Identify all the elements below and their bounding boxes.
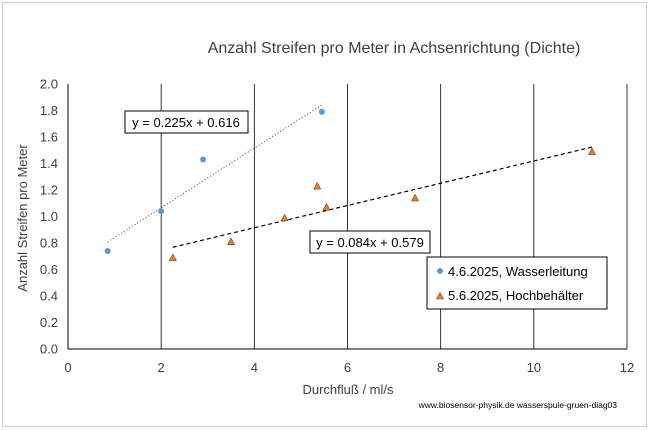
legend-marker-triangle-icon [435, 291, 445, 300]
x-tick-label: 12 [620, 360, 634, 375]
data-point-triangle [227, 237, 236, 245]
trendline-series-2 [172, 146, 593, 248]
equation-box-1 [124, 110, 249, 134]
y-tick-label: 1.8 [40, 103, 58, 118]
legend-marker-circle-icon [437, 268, 443, 274]
data-point-triangle [411, 193, 420, 202]
data-point-circle [200, 156, 207, 163]
x-tick-label: 10 [527, 360, 541, 375]
data-point-triangle [313, 181, 322, 190]
y-tick-label: 1.2 [40, 183, 58, 198]
legend-box [426, 256, 608, 310]
trendlines [107, 104, 593, 248]
data-point-triangle [588, 147, 597, 155]
y-tick-labels: 0.0 0.2 0.4 0.6 0.8 1.0 1.2 1.4 1.6 1.8 2.0 [40, 77, 58, 357]
legend-entry-2: 5.6.2025, Hochbehälter [448, 288, 584, 303]
equation-label-1: y = 0.225x + 0.616 [132, 115, 240, 130]
y-tick-label: 0.0 [40, 342, 58, 357]
data-point-triangle [280, 213, 289, 222]
data-point-circle [104, 247, 111, 254]
y-tick-label: 2.0 [40, 77, 58, 92]
x-tick-label: 6 [344, 360, 351, 375]
chart-frame [2, 2, 647, 427]
chart-title: Anzahl Streifen pro Meter in Achsenricht… [208, 40, 581, 57]
trendline-equation-2: y = 0.084x + 0.579 [309, 230, 431, 254]
y-tick-label: 1.0 [40, 209, 58, 224]
y-tick-label: 0.2 [40, 315, 58, 330]
x-tick-label: 4 [251, 360, 258, 375]
footer-text: www.biosensor-physik.de wasserspule-grue… [418, 400, 618, 410]
data-point-triangle [168, 253, 177, 261]
x-tick-labels: 0 2 4 6 8 10 12 [64, 360, 634, 375]
data-point-circle [318, 108, 325, 115]
x-axis-label: Durchfluß / ml/s [302, 382, 394, 397]
equation-label-2: y = 0.084x + 0.579 [316, 235, 424, 250]
trendline-series-1 [107, 104, 323, 243]
data-points [104, 108, 597, 261]
data-point-circle [158, 208, 165, 215]
legend-entry-1: 4.6.2025, Wasserleitung [448, 264, 588, 279]
equation-box-2 [309, 230, 431, 254]
trendline-equation-1: y = 0.225x + 0.616 [124, 110, 249, 134]
x-tick-label: 2 [158, 360, 165, 375]
y-tick-label: 0.6 [40, 262, 58, 277]
axes [67, 84, 627, 350]
x-tick-label: 8 [437, 360, 444, 375]
x-tick-label: 0 [64, 360, 71, 375]
y-tick-label: 1.6 [40, 130, 58, 145]
legend: 4.6.2025, Wasserleitung 5.6.2025, Hochbe… [426, 256, 608, 310]
y-axis-label: Anzahl Streifen pro Meter [15, 144, 30, 292]
y-tick-label: 0.8 [40, 236, 58, 251]
data-point-triangle [322, 203, 331, 211]
y-tick-label: 0.4 [40, 289, 58, 304]
y-tick-label: 1.4 [40, 156, 58, 171]
